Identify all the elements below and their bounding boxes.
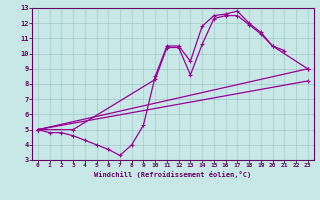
X-axis label: Windchill (Refroidissement éolien,°C): Windchill (Refroidissement éolien,°C): [94, 171, 252, 178]
